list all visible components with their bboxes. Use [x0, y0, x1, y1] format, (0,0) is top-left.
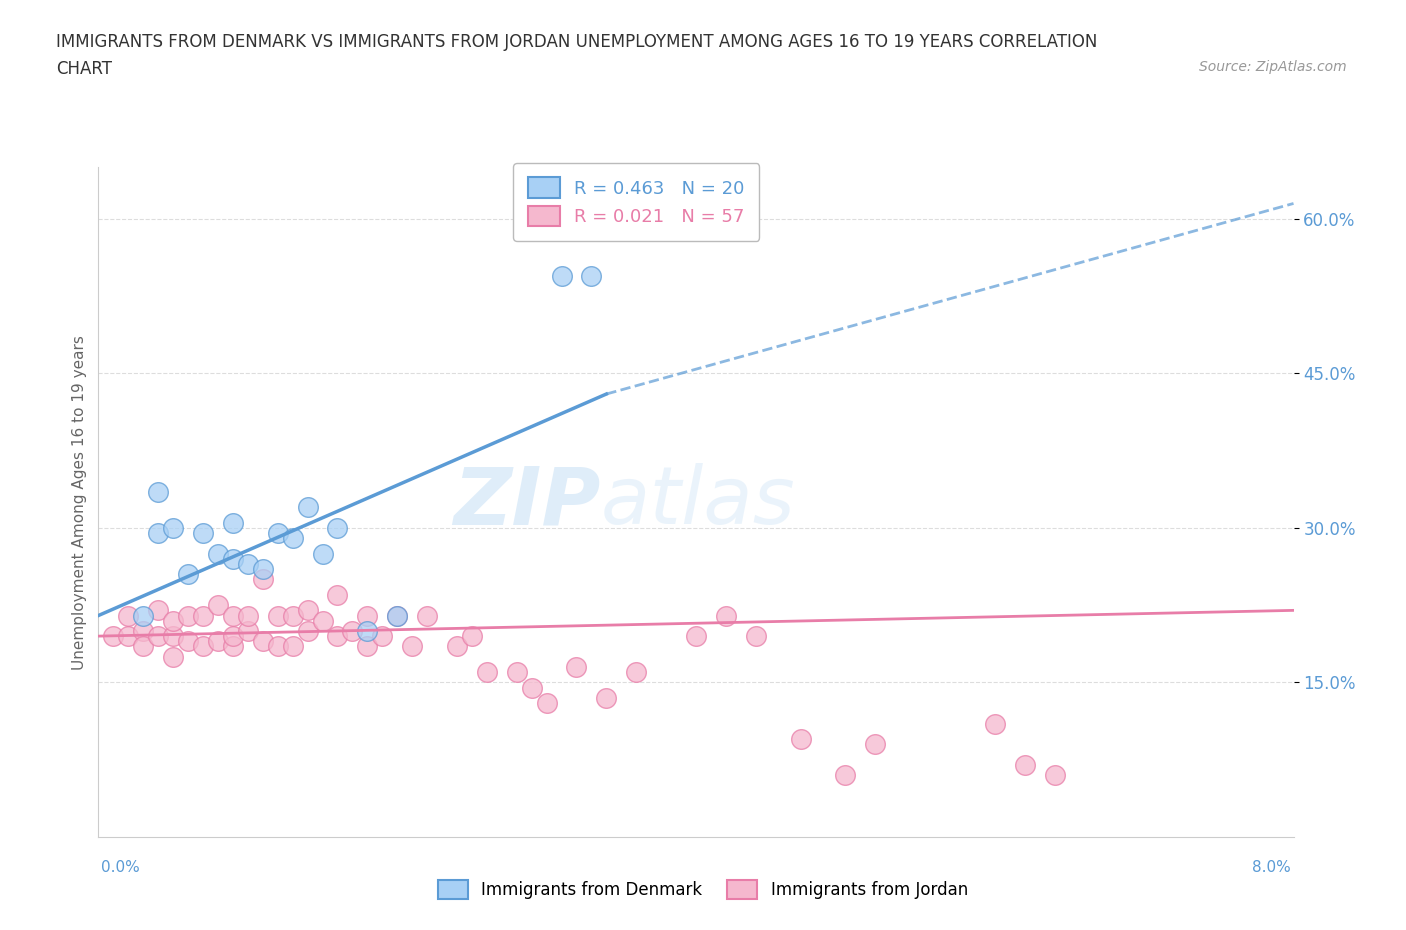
Point	[117, 629, 139, 644]
Point	[177, 608, 200, 623]
Point	[385, 608, 409, 623]
Point	[191, 639, 214, 654]
Point	[685, 629, 707, 644]
Text: Source: ZipAtlas.com: Source: ZipAtlas.com	[1199, 60, 1347, 74]
Point	[371, 629, 394, 644]
Text: IMMIGRANTS FROM DENMARK VS IMMIGRANTS FROM JORDAN UNEMPLOYMENT AMONG AGES 16 TO : IMMIGRANTS FROM DENMARK VS IMMIGRANTS FR…	[56, 33, 1098, 50]
Point	[1043, 768, 1066, 783]
Point	[177, 634, 200, 649]
Point	[446, 639, 468, 654]
Point	[162, 629, 184, 644]
Text: 0.0%: 0.0%	[101, 860, 141, 875]
Point	[297, 500, 319, 515]
Point	[236, 623, 259, 638]
Point	[267, 639, 290, 654]
Point	[103, 629, 125, 644]
Point	[326, 588, 349, 603]
Point	[565, 659, 588, 674]
Point	[162, 521, 184, 536]
Point	[191, 608, 214, 623]
Point	[148, 629, 170, 644]
Point	[267, 525, 290, 540]
Point	[595, 690, 617, 705]
Text: CHART: CHART	[56, 60, 112, 78]
Point	[863, 737, 886, 751]
Point	[624, 665, 647, 680]
Point	[311, 613, 333, 628]
Point	[326, 629, 349, 644]
Text: atlas: atlas	[600, 463, 796, 541]
Point	[461, 629, 484, 644]
Point	[506, 665, 529, 680]
Point	[132, 639, 155, 654]
Legend: Immigrants from Denmark, Immigrants from Jordan: Immigrants from Denmark, Immigrants from…	[430, 871, 976, 908]
Point	[222, 608, 245, 623]
Point	[148, 603, 170, 618]
Point	[236, 608, 259, 623]
Point	[983, 716, 1005, 731]
Point	[252, 572, 274, 587]
Point	[416, 608, 439, 623]
Point	[385, 608, 409, 623]
Legend: R = 0.463   N = 20, R = 0.021   N = 57: R = 0.463 N = 20, R = 0.021 N = 57	[513, 163, 759, 241]
Text: 8.0%: 8.0%	[1251, 860, 1291, 875]
Point	[834, 768, 856, 783]
Point	[281, 531, 304, 546]
Point	[191, 525, 214, 540]
Point	[177, 567, 200, 582]
Point	[281, 608, 304, 623]
Point	[252, 634, 274, 649]
Point	[581, 268, 603, 283]
Point	[311, 546, 333, 561]
Point	[475, 665, 498, 680]
Point	[326, 521, 349, 536]
Point	[236, 556, 259, 571]
Point	[267, 608, 290, 623]
Point	[297, 603, 319, 618]
Point	[207, 598, 229, 613]
Point	[132, 608, 155, 623]
Point	[536, 696, 558, 711]
Point	[222, 551, 245, 566]
Point	[745, 629, 768, 644]
Point	[356, 623, 378, 638]
Y-axis label: Unemployment Among Ages 16 to 19 years: Unemployment Among Ages 16 to 19 years	[72, 335, 87, 670]
Point	[356, 639, 378, 654]
Point	[789, 732, 811, 747]
Point	[162, 649, 184, 664]
Point	[117, 608, 139, 623]
Point	[148, 485, 170, 499]
Point	[207, 634, 229, 649]
Point	[520, 680, 543, 695]
Point	[401, 639, 423, 654]
Point	[342, 623, 364, 638]
Point	[550, 268, 572, 283]
Point	[132, 623, 155, 638]
Point	[297, 623, 319, 638]
Point	[207, 546, 229, 561]
Point	[252, 562, 274, 577]
Text: ZIP: ZIP	[453, 463, 600, 541]
Point	[281, 639, 304, 654]
Point	[356, 608, 378, 623]
Point	[1014, 757, 1036, 772]
Point	[222, 629, 245, 644]
Point	[714, 608, 737, 623]
Point	[162, 613, 184, 628]
Point	[222, 515, 245, 530]
Point	[148, 525, 170, 540]
Point	[222, 639, 245, 654]
